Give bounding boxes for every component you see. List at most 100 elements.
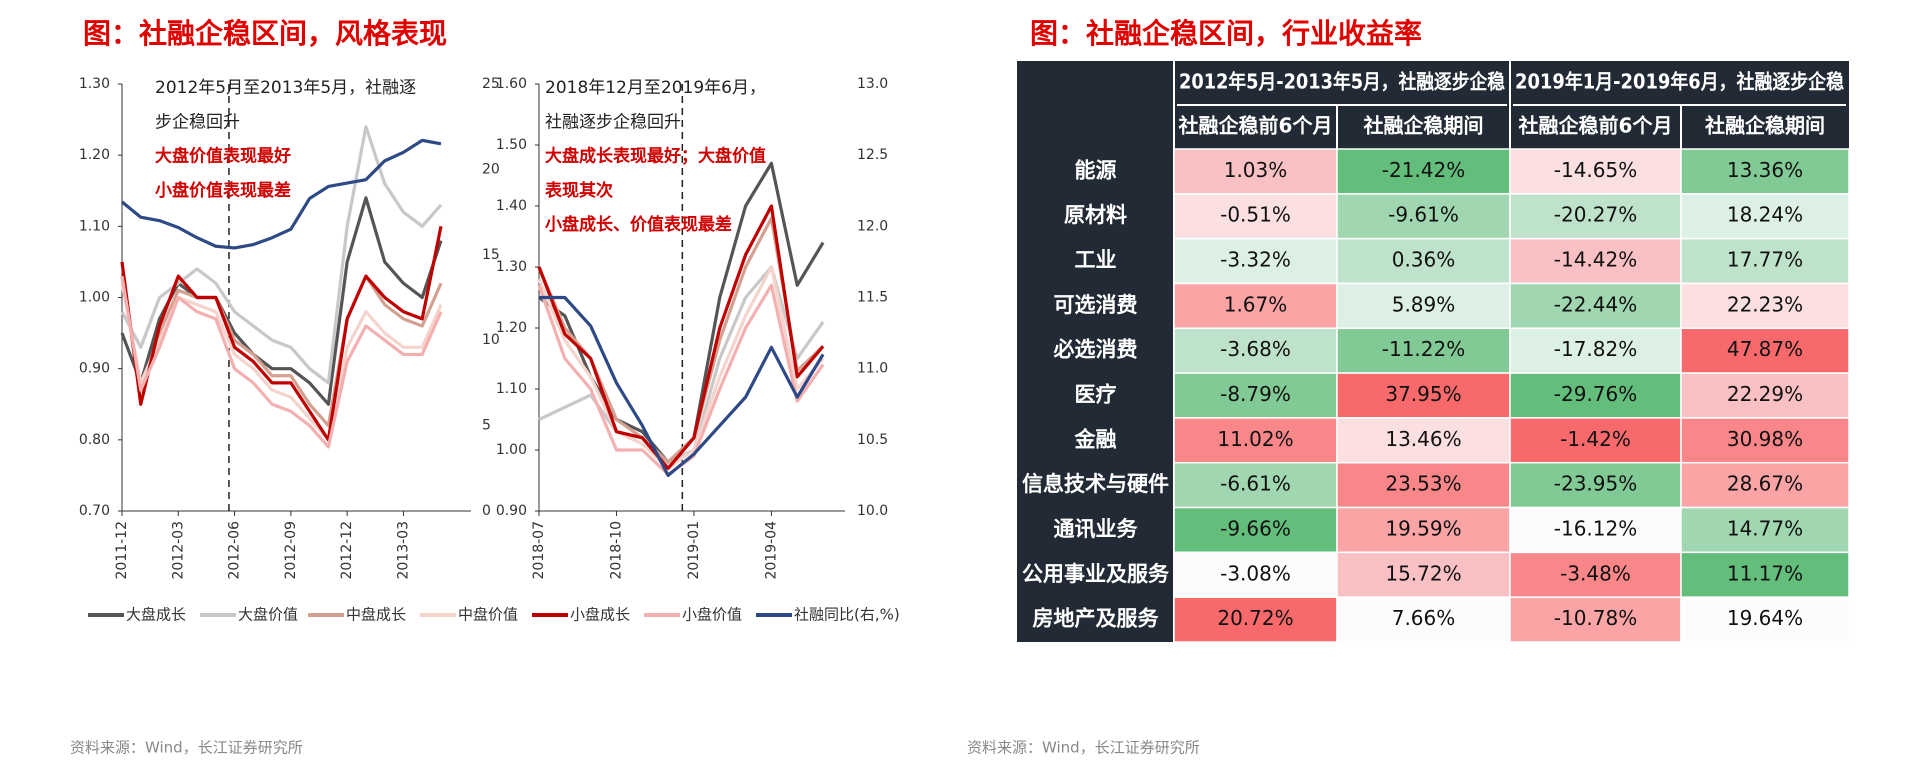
series-line xyxy=(537,265,825,470)
y2-tick-label: 10.0 xyxy=(857,503,888,519)
row-label: 金融 xyxy=(1074,427,1117,451)
annotation: 社融逐步企稳回升 xyxy=(545,112,681,132)
y2-tick-label: 10.5 xyxy=(857,432,888,448)
y-tick-label: 1.40 xyxy=(496,198,527,214)
table-cell xyxy=(1336,327,1511,374)
table-cell xyxy=(1680,282,1850,330)
legend-label: 中盘成长 xyxy=(346,606,406,624)
table-cell xyxy=(1509,193,1682,240)
legend-label: 小盘价值 xyxy=(682,606,742,624)
table-cell xyxy=(1680,237,1850,285)
source: 资料来源：Wind，长江证券研究所 xyxy=(70,739,303,757)
cell-value: 17.77% xyxy=(1727,248,1803,272)
x-tick-label: 2012-12 xyxy=(339,521,355,580)
x-tick-label: 2012-06 xyxy=(227,521,243,580)
y2-tick-label: 5 xyxy=(482,418,491,434)
cell-value: 37.95% xyxy=(1385,382,1461,406)
table-cell xyxy=(1680,417,1850,464)
row-label: 信息技术与硬件 xyxy=(1022,472,1169,496)
table-cell xyxy=(1509,372,1682,419)
group-header: 2012年5月-2013年5月，社融逐步企稳 xyxy=(1179,70,1505,94)
table-cell xyxy=(1336,551,1511,598)
table-cell xyxy=(1509,327,1682,374)
cell-value: 20.72% xyxy=(1217,606,1293,630)
cell-value: -29.76% xyxy=(1554,382,1637,406)
y-tick-label: 1.20 xyxy=(79,147,110,163)
table-cell xyxy=(1336,193,1511,240)
cell-value: -14.42% xyxy=(1554,248,1637,272)
cell-value: 1.03% xyxy=(1224,158,1288,182)
legend-label: 社融同比(右,%) xyxy=(794,606,900,624)
cell-value: -11.22% xyxy=(1382,337,1465,361)
cell-value: 7.66% xyxy=(1392,606,1456,630)
cell-value: -3.08% xyxy=(1220,561,1291,585)
y-tick-label: 1.20 xyxy=(496,320,527,336)
table-cell xyxy=(1509,506,1682,554)
x-tick-label: 2018-10 xyxy=(608,521,624,580)
table-cell xyxy=(1173,237,1338,285)
y-tick-label: 0.80 xyxy=(79,432,110,448)
source: 资料来源：Wind，长江证券研究所 xyxy=(967,739,1200,757)
annotation: 表现其次 xyxy=(545,180,613,201)
table-cell xyxy=(1173,461,1338,509)
legend-label: 大盘成长 xyxy=(126,606,186,624)
annotation: 2018年12月至2019年6月， xyxy=(545,78,766,98)
cell-value: 28.67% xyxy=(1727,472,1803,496)
cell-value: 22.23% xyxy=(1727,292,1803,316)
cell-value: -6.61% xyxy=(1220,472,1291,496)
series-line xyxy=(120,138,442,250)
row-label: 原材料 xyxy=(1064,203,1127,227)
annotation: 大盘价值表现最好 xyxy=(155,146,291,167)
cell-value: 22.29% xyxy=(1727,382,1803,406)
cell-value: -20.27% xyxy=(1554,203,1637,227)
series-line xyxy=(120,275,443,449)
table-cell xyxy=(1509,551,1682,598)
table-cell xyxy=(1173,417,1338,464)
table-cell xyxy=(1173,372,1338,419)
row-label: 通讯业务 xyxy=(1054,517,1139,541)
row-label: 必选消费 xyxy=(1054,338,1138,362)
cell-value: 23.53% xyxy=(1385,472,1461,496)
group-header: 2019年1月-2019年6月，社融逐步企稳 xyxy=(1515,70,1844,94)
y2-tick-label: 10 xyxy=(482,332,500,348)
row-label: 医疗 xyxy=(1075,383,1117,407)
cell-value: 5.89% xyxy=(1392,292,1456,316)
series-line xyxy=(120,226,443,442)
y2-tick-label: 12.5 xyxy=(857,147,888,163)
y-tick-label: 0.90 xyxy=(79,361,110,377)
right-title: 图：社融企稳区间，行业收益率 xyxy=(1030,17,1422,50)
table-cell xyxy=(1680,372,1850,419)
cell-value: -3.32% xyxy=(1220,248,1291,272)
series-line xyxy=(539,295,825,478)
x-tick-label: 2019-04 xyxy=(763,521,779,580)
y2-tick-label: 15 xyxy=(482,247,500,263)
table-cell xyxy=(1509,596,1682,643)
sub-header: 社融企稳期间 xyxy=(1363,114,1484,138)
cell-value: 13.46% xyxy=(1385,427,1461,451)
row-label: 可选消费 xyxy=(1054,293,1138,317)
table-cell xyxy=(1680,193,1850,240)
y-tick-label: 1.30 xyxy=(496,259,527,275)
cell-value: -17.82% xyxy=(1554,337,1637,361)
annotation: 步企稳回升 xyxy=(155,112,240,132)
series-line xyxy=(120,274,443,428)
cell-value: 19.59% xyxy=(1385,516,1461,540)
x-tick-label: 2013-03 xyxy=(395,521,411,580)
cell-value: 14.77% xyxy=(1727,516,1803,540)
cell-value: 11.02% xyxy=(1217,427,1293,451)
series-line xyxy=(537,216,825,464)
series-line xyxy=(120,196,443,406)
cell-value: 1.67% xyxy=(1224,292,1288,316)
y2-tick-label: 12.0 xyxy=(857,218,888,234)
cell-value: 13.36% xyxy=(1727,158,1803,182)
cell-value: -22.44% xyxy=(1554,292,1637,316)
cell-value: -14.65% xyxy=(1554,158,1637,182)
y-tick-label: 1.00 xyxy=(496,442,527,458)
cell-value: -16.12% xyxy=(1554,516,1637,540)
cell-value: 19.64% xyxy=(1727,606,1803,630)
y-tick-label: 0.90 xyxy=(496,503,527,519)
legend-label: 中盘价值 xyxy=(458,606,518,624)
x-tick-label: 2012-09 xyxy=(283,521,299,580)
table-cell xyxy=(1680,327,1850,374)
